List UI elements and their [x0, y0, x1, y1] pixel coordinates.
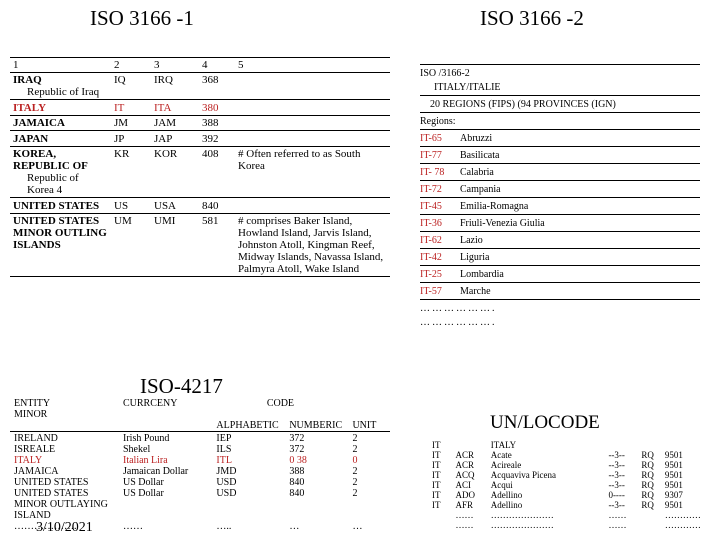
- table-row: UNITED STATES MINOR OUTLAYING ISLANDUS D…: [10, 488, 390, 521]
- region-row: IT-65Abruzzi: [420, 129, 700, 144]
- un-locode-table: ITITALYITACRAcate--3--RQ9501ITACRAcireal…: [430, 440, 710, 530]
- iso-3166-2-block: ISO /3166-2 ITIALY/ITALIE 20 REGIONS (FIPS…: [420, 62, 700, 328]
- r-line: ITIALY/ITALIE: [420, 82, 700, 93]
- table-row: ITACRAcireale--3--RQ9501: [430, 460, 710, 470]
- table-row: ………………………………………: [430, 510, 710, 520]
- table-row: ISREALEShekelILS3722: [10, 444, 390, 455]
- iso-4217-table: ENTITYCURRCENYCODEMINORALPHABETICNUMBERI…: [10, 398, 390, 532]
- region-row: IT-36Friuli-Venezia Giulia: [420, 214, 700, 229]
- table-row: JAMAICAJMJAM388: [10, 116, 390, 131]
- tbl2-header: ENTITYCURRCENYCODE: [10, 398, 390, 409]
- table-row: UNITED STATESUS DollarUSD8402: [10, 477, 390, 488]
- table-row: ITALYITITA380: [10, 101, 390, 116]
- dots: ……………….: [420, 317, 700, 328]
- tbl1-header: 3: [151, 57, 199, 72]
- region-row: IT-57Marche: [420, 282, 700, 297]
- table-row: ITAFRAdellino--3--RQ9501: [430, 500, 710, 510]
- tbl1-header: 5: [235, 57, 390, 72]
- footer-date: 3/10/2021: [36, 520, 93, 536]
- title-un-locode: UN/LOCODE: [490, 412, 600, 434]
- table-row: IRELANDIrish PoundIEP3722: [10, 433, 390, 444]
- table-row: UNITED STATES MINOR OUTLING ISLANDSUMUMI…: [10, 214, 390, 277]
- tbl2-header: ALPHABETICNUMBERICUNIT: [10, 420, 390, 432]
- table-row: ITACRAcate--3--RQ9501: [430, 450, 710, 460]
- region-row: IT-77Basilicata: [420, 146, 700, 161]
- table-row: ITACIAcqui--3--RQ9501: [430, 480, 710, 490]
- tbl1-header: 4: [199, 57, 235, 72]
- tbl2-header: MINOR: [10, 409, 390, 420]
- r-line: ISO /3166-2: [420, 64, 700, 79]
- region-row: IT-62Lazio: [420, 231, 700, 246]
- iso-3166-1-table: 12345IRAQRepublic of IraqIQIRQ368ITALYIT…: [10, 56, 390, 278]
- table-row: ITADOAdellino0----RQ9307: [430, 490, 710, 500]
- tbl1-header: 2: [111, 57, 151, 72]
- title-iso-4217: ISO-4217: [140, 374, 223, 399]
- region-row: IT-72Campania: [420, 180, 700, 195]
- table-row: JAMAICAJamaican DollarJMD3882: [10, 466, 390, 477]
- dots: ……………….: [420, 299, 700, 314]
- r-line: 20 REGIONS (FIPS) (94 PROVINCES (IGN): [420, 95, 700, 110]
- title-iso-3166-1: ISO 3166 -1: [90, 6, 194, 31]
- region-row: IT-25Lombardia: [420, 265, 700, 280]
- table-row: IRAQRepublic of IraqIQIRQ368: [10, 73, 390, 100]
- region-row: IT- 78Calabria: [420, 163, 700, 178]
- table-row: ITACQAcquaviva Picena--3--RQ9501: [430, 470, 710, 480]
- table-row: ………………………………………: [430, 520, 710, 530]
- region-row: IT-42Liguria: [420, 248, 700, 263]
- tbl3-header: ITITALY: [430, 440, 710, 450]
- r-line: Regions:: [420, 112, 700, 127]
- title-iso-3166-2: ISO 3166 -2: [480, 6, 584, 31]
- table-row: ITALYItalian LiraITL0 380: [10, 455, 390, 466]
- region-row: IT-45Emilia-Romagna: [420, 197, 700, 212]
- tbl1-header: 1: [10, 57, 111, 72]
- table-row: KOREA, REPUBLIC OFRepublic of Korea 4KRK…: [10, 147, 390, 198]
- table-row: JAPANJPJAP392: [10, 132, 390, 147]
- table-row: UNITED STATESUSUSA840: [10, 199, 390, 214]
